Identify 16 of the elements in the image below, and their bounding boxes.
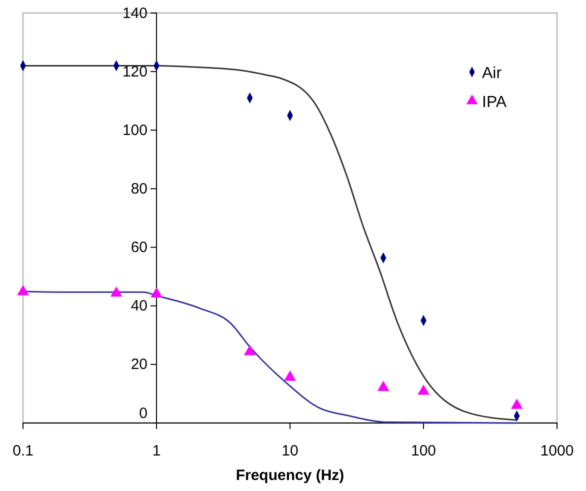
y-tick-label: 0 (139, 404, 148, 422)
x-tick-label: 1 (152, 442, 161, 460)
y-tick-label: 60 (130, 239, 148, 256)
x-tick-label: 1000 (540, 442, 574, 460)
legend-label: IPA (482, 94, 507, 111)
y-tick-label: 100 (122, 122, 148, 139)
y-tick-label: 40 (130, 298, 148, 315)
y-tick-label: 80 (130, 180, 148, 198)
y-tick-label: 140 (122, 4, 148, 22)
x-tick-label: 100 (410, 442, 436, 460)
x-tick-label: 0.1 (12, 442, 34, 460)
legend-label: Air (482, 65, 502, 82)
x-axis-title: Frequency (Hz) (236, 467, 344, 484)
y-tick-label: 120 (122, 63, 148, 80)
y-tick-label: 20 (130, 356, 148, 374)
x-tick-label: 10 (282, 442, 298, 460)
